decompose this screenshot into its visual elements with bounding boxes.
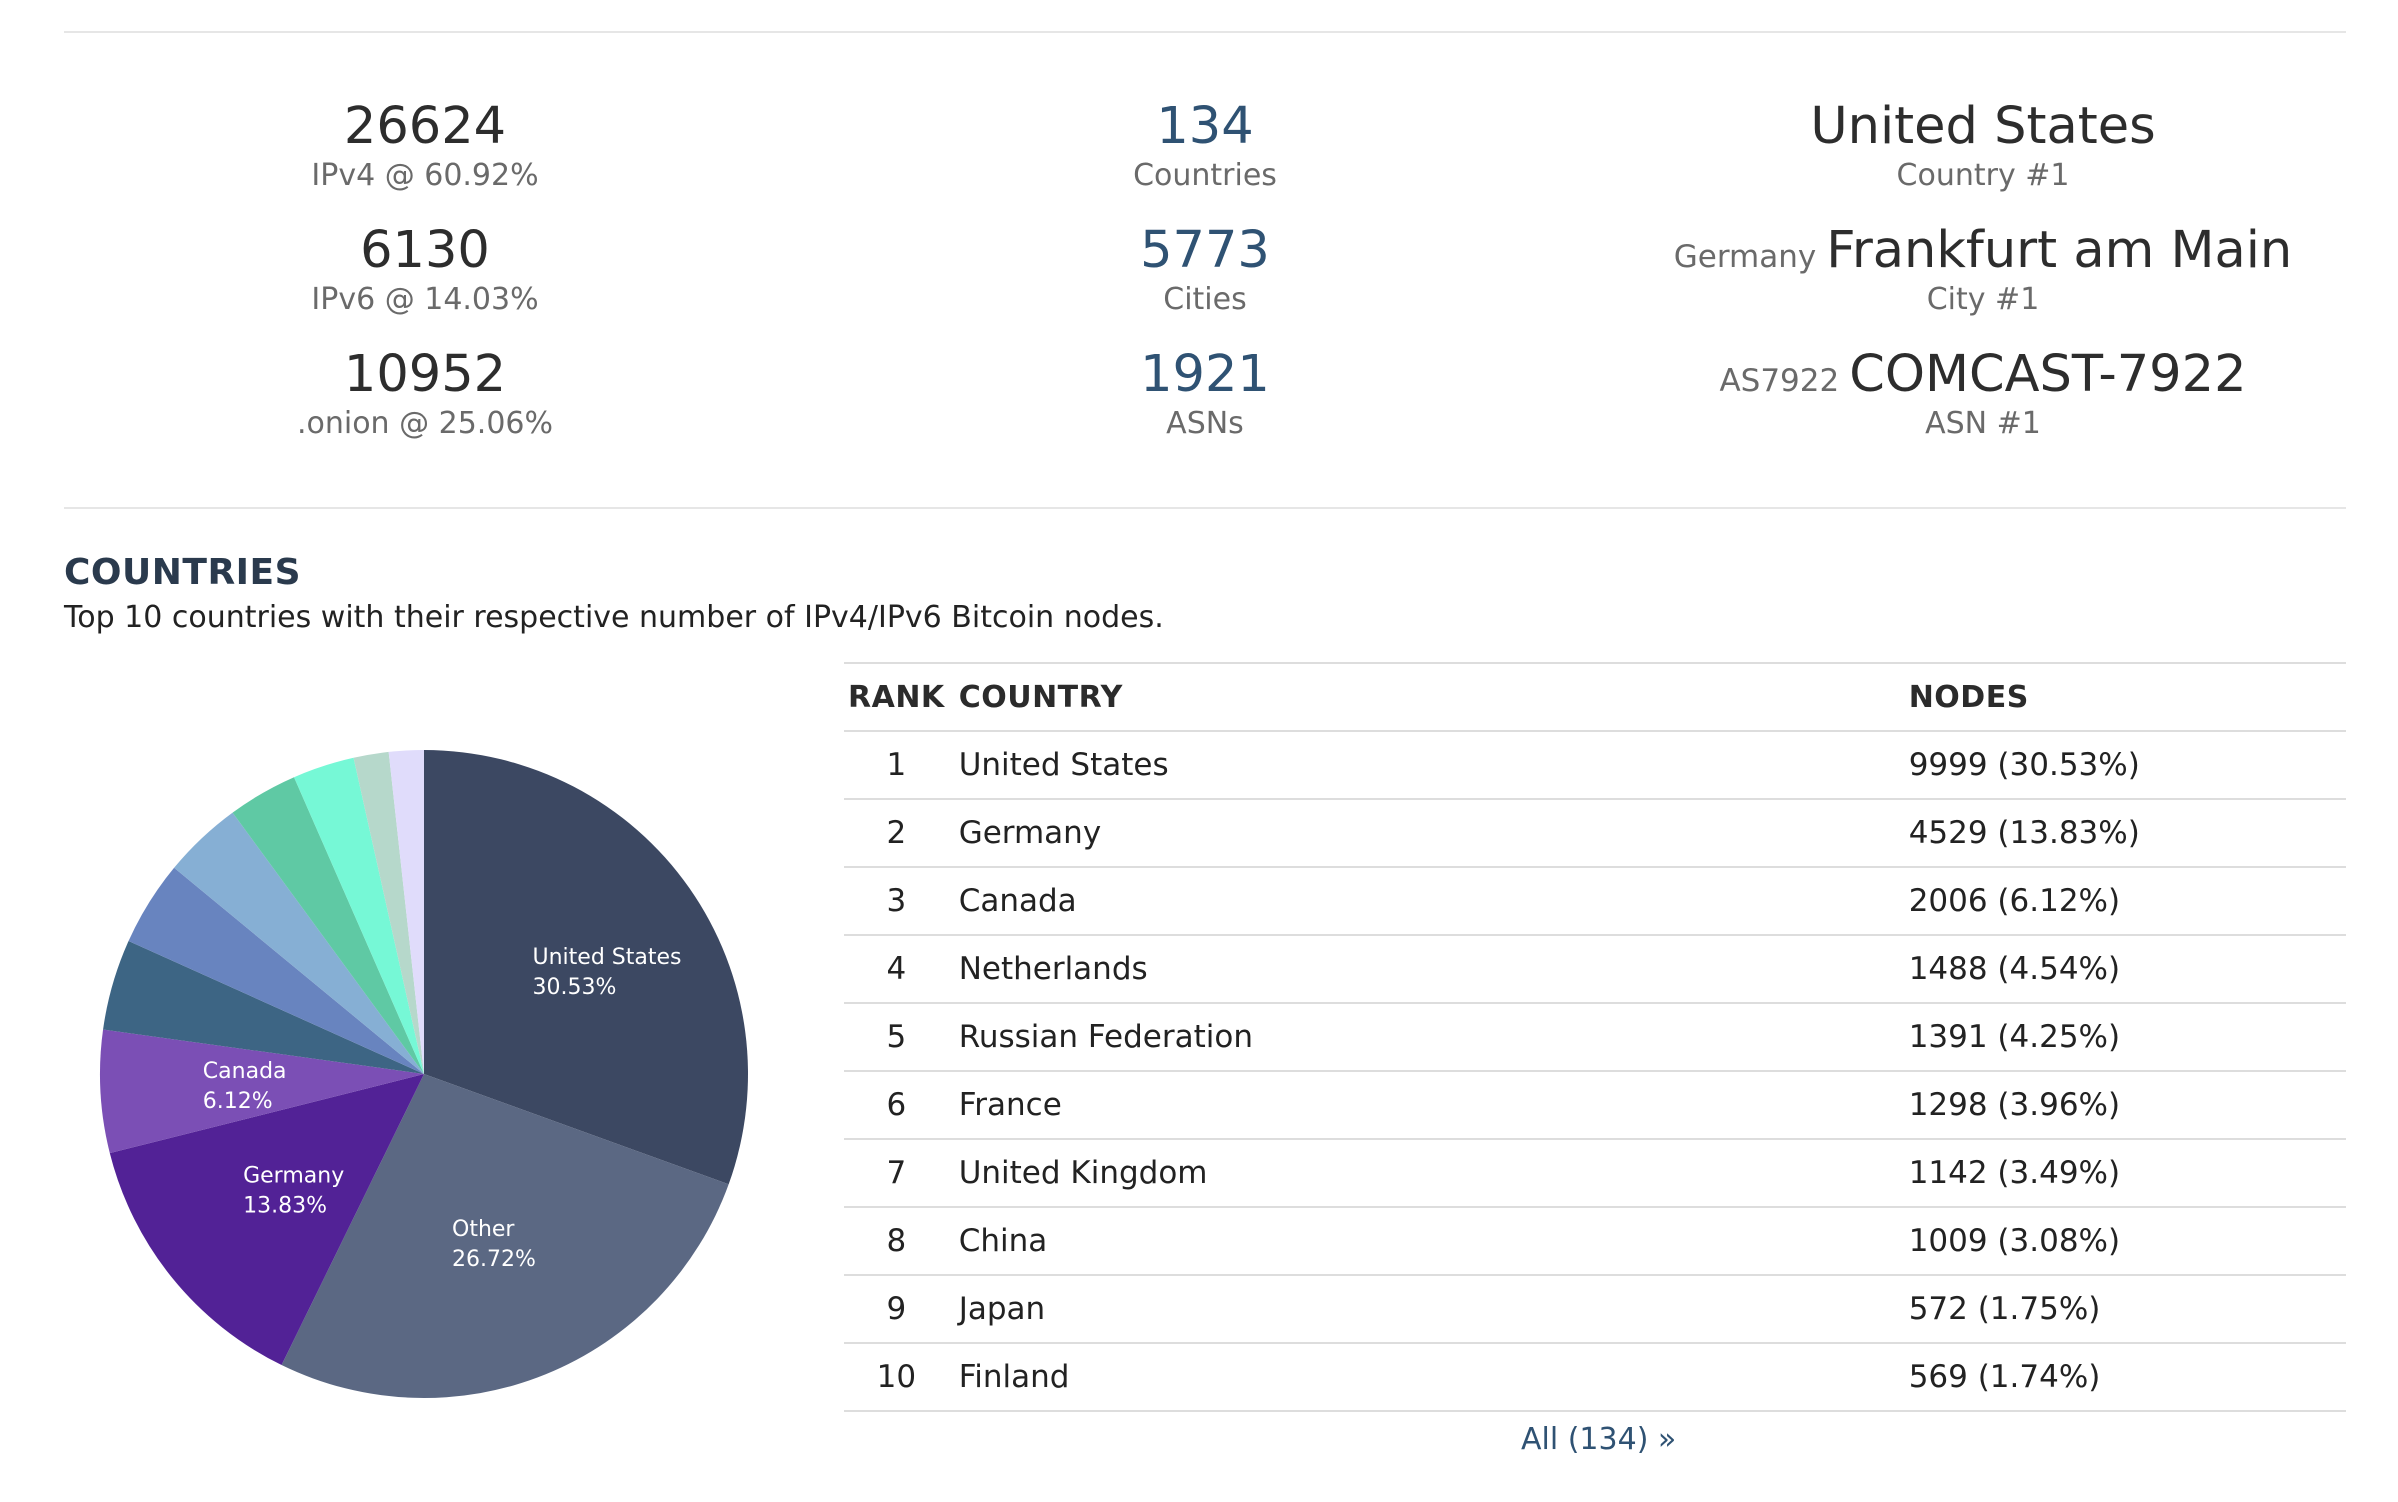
- table-row: 1 United States 9999 (30.53%): [844, 730, 2346, 799]
- row-nodes: 4529 (13.83%): [1898, 798, 2346, 867]
- row-country[interactable]: China: [948, 1206, 1899, 1275]
- pie-slice-japan: [353, 751, 424, 1074]
- row-rank: 5: [844, 1002, 949, 1071]
- header-rank: RANK: [844, 662, 949, 731]
- stat-top-asn-label: ASN #1: [1925, 406, 2041, 441]
- row-nodes: 1488 (4.54%): [1898, 934, 2346, 1003]
- stat-top-country: United States Country #1: [1583, 101, 2383, 191]
- stat-cities-label: Cities: [1163, 282, 1247, 317]
- row-country[interactable]: United States: [948, 730, 1899, 799]
- row-country[interactable]: Finland: [948, 1342, 1899, 1412]
- table-header-row: RANK COUNTRY NODES: [844, 662, 2346, 731]
- row-nodes: 9999 (30.53%): [1898, 730, 2346, 799]
- table-row: 6 France 1298 (3.96%): [844, 1070, 2346, 1139]
- pie-value-canada: 6.12%: [203, 1089, 273, 1114]
- table-row: 10 Finland 569 (1.74%): [844, 1342, 2346, 1412]
- row-rank: 8: [844, 1206, 949, 1275]
- pie-slice-other: [281, 1074, 729, 1399]
- stat-top-city-country: Germany: [1673, 239, 1817, 275]
- row-nodes: 572 (1.75%): [1898, 1274, 2346, 1343]
- stat-top-city-value: Frankfurt am Main: [1826, 221, 2293, 280]
- header-country: COUNTRY: [948, 662, 1899, 731]
- stat-asns[interactable]: 1921 ASNs: [1005, 349, 1405, 439]
- stat-ipv6-value: 6130: [360, 221, 490, 280]
- stat-onion: 10952 .onion @ 25.06%: [225, 349, 625, 439]
- stat-cities-value[interactable]: 5773: [1140, 221, 1270, 280]
- stat-asns-label: ASNs: [1166, 406, 1244, 441]
- pie-slice-russian-federation: [128, 867, 425, 1074]
- row-rank: 3: [844, 866, 949, 935]
- pie-label-united-states: United States: [533, 945, 682, 970]
- stat-ipv6-label: IPv6 @ 14.03%: [311, 282, 539, 317]
- pie-value-germany: 13.83%: [243, 1193, 327, 1218]
- stat-countries[interactable]: 134 Countries: [1005, 101, 1405, 191]
- pie-slice-france: [174, 812, 424, 1074]
- row-country[interactable]: Canada: [948, 866, 1899, 935]
- stat-top-country-label: Country #1: [1896, 158, 2070, 193]
- pie-slice-finland: [388, 750, 424, 1074]
- stat-top-asn-value: COMCAST-7922: [1849, 345, 2247, 404]
- header-nodes: NODES: [1898, 662, 2346, 731]
- stat-ipv4: 26624 IPv4 @ 60.92%: [225, 101, 625, 191]
- table-row: 8 China 1009 (3.08%): [844, 1206, 2346, 1275]
- section-title: COUNTRIES: [64, 552, 302, 593]
- stat-ipv4-label: IPv4 @ 60.92%: [311, 158, 539, 193]
- stat-ipv4-value: 26624: [343, 97, 507, 156]
- section-divider: [64, 507, 2346, 509]
- stat-countries-value[interactable]: 134: [1156, 97, 1254, 156]
- pie-label-germany: Germany: [243, 1163, 344, 1188]
- row-rank: 10: [844, 1342, 949, 1412]
- table-row: 7 United Kingdom 1142 (3.49%): [844, 1138, 2346, 1207]
- stat-top-country-value: United States: [1810, 97, 2156, 156]
- table-row: 9 Japan 572 (1.75%): [844, 1274, 2346, 1343]
- stat-cities[interactable]: 5773 Cities: [1005, 225, 1405, 315]
- section-description: Top 10 countries with their respective n…: [64, 600, 1164, 635]
- table-row: 5 Russian Federation 1391 (4.25%): [844, 1002, 2346, 1071]
- row-nodes: 1009 (3.08%): [1898, 1206, 2346, 1275]
- pie-value-other: 26.72%: [452, 1247, 536, 1272]
- countries-table: RANK COUNTRY NODES 1 United States 9999 …: [844, 662, 2346, 1412]
- pie-slice-united-states: [424, 750, 749, 1185]
- row-country[interactable]: Russian Federation: [948, 1002, 1899, 1071]
- row-country[interactable]: Netherlands: [948, 934, 1899, 1003]
- stat-ipv6: 6130 IPv6 @ 14.03%: [225, 225, 625, 315]
- row-nodes: 1298 (3.96%): [1898, 1070, 2346, 1139]
- pie-slice-germany: [109, 1074, 424, 1366]
- pie-slice-china: [294, 757, 424, 1074]
- row-rank: 2: [844, 798, 949, 867]
- row-nodes: 569 (1.74%): [1898, 1342, 2346, 1412]
- table-row: 3 Canada 2006 (6.12%): [844, 866, 2346, 935]
- row-country[interactable]: United Kingdom: [948, 1138, 1899, 1207]
- row-nodes: 2006 (6.12%): [1898, 866, 2346, 935]
- pie-slice-united-kingdom: [232, 777, 424, 1074]
- row-rank: 7: [844, 1138, 949, 1207]
- stat-onion-label: .onion @ 25.06%: [296, 406, 554, 441]
- all-countries-link[interactable]: All (134) »: [1521, 1422, 1677, 1457]
- stat-top-city-label: City #1: [1926, 282, 2040, 317]
- pie-value-united-states: 30.53%: [533, 975, 617, 1000]
- row-rank: 9: [844, 1274, 949, 1343]
- row-rank: 4: [844, 934, 949, 1003]
- pie-slice-netherlands: [103, 941, 424, 1074]
- row-country[interactable]: France: [948, 1070, 1899, 1139]
- stat-top-city: Germany Frankfurt am Main City #1: [1583, 225, 2383, 315]
- pie-label-canada: Canada: [203, 1059, 287, 1084]
- stat-onion-value: 10952: [343, 345, 507, 404]
- stat-top-asn-number: AS7922: [1719, 363, 1840, 399]
- stat-top-asn: AS7922 COMCAST-7922 ASN #1: [1583, 349, 2383, 439]
- row-country[interactable]: Japan: [948, 1274, 1899, 1343]
- countries-pie-chart: United States 30.53% Other 26.72% Germany 13.…: [99, 750, 749, 1399]
- row-rank: 6: [844, 1070, 949, 1139]
- stat-countries-label: Countries: [1133, 158, 1277, 193]
- stat-asns-value[interactable]: 1921: [1140, 345, 1270, 404]
- pie-slice-canada: [99, 1029, 424, 1154]
- row-nodes: 1142 (3.49%): [1898, 1138, 2346, 1207]
- pie-label-other: Other: [452, 1217, 515, 1242]
- table-row: 4 Netherlands 1488 (4.54%): [844, 934, 2346, 1003]
- row-rank: 1: [844, 730, 949, 799]
- row-country[interactable]: Germany: [948, 798, 1899, 867]
- row-nodes: 1391 (4.25%): [1898, 1002, 2346, 1071]
- table-row: 2 Germany 4529 (13.83%): [844, 798, 2346, 867]
- top-divider: [64, 31, 2346, 33]
